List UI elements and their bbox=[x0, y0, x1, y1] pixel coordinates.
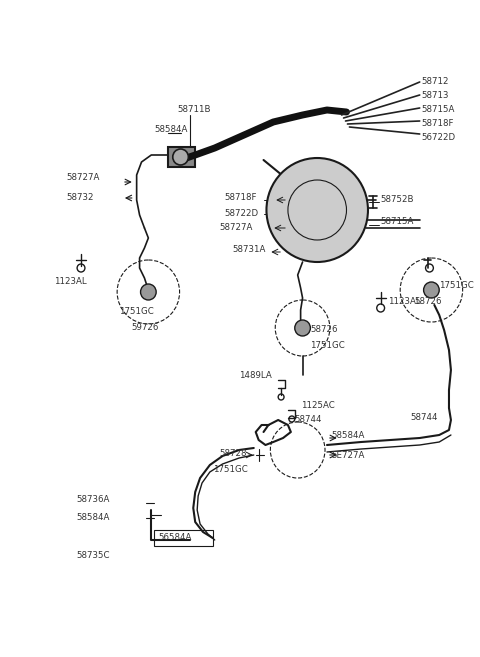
Text: 56584A: 56584A bbox=[158, 533, 192, 543]
Text: 1489LA: 1489LA bbox=[239, 371, 272, 380]
Text: 58711B: 58711B bbox=[178, 106, 211, 114]
Text: 58715A: 58715A bbox=[381, 217, 414, 227]
Text: 1751GC: 1751GC bbox=[119, 307, 154, 317]
Text: 58718F: 58718F bbox=[421, 120, 454, 129]
Text: 58712: 58712 bbox=[421, 78, 449, 87]
Circle shape bbox=[295, 320, 311, 336]
Text: 58584A: 58584A bbox=[76, 514, 109, 522]
Text: 58584A: 58584A bbox=[154, 125, 188, 135]
Text: 58715A: 58715A bbox=[421, 106, 455, 114]
FancyBboxPatch shape bbox=[168, 147, 195, 167]
Text: 58722D: 58722D bbox=[225, 210, 259, 219]
Text: 1123AL: 1123AL bbox=[388, 298, 421, 307]
Circle shape bbox=[266, 158, 368, 262]
Text: 58732: 58732 bbox=[66, 194, 94, 202]
Text: 59726: 59726 bbox=[132, 323, 159, 332]
Text: 5E727A: 5E727A bbox=[332, 451, 365, 459]
Circle shape bbox=[424, 282, 439, 298]
Text: 58726: 58726 bbox=[415, 298, 442, 307]
Text: 58727A: 58727A bbox=[220, 223, 253, 233]
Text: 58584A: 58584A bbox=[332, 430, 365, 440]
Text: 58727A: 58727A bbox=[66, 173, 100, 183]
Text: 58744: 58744 bbox=[295, 415, 322, 424]
Circle shape bbox=[173, 149, 188, 165]
Text: 58726: 58726 bbox=[311, 325, 338, 334]
Text: 58735C: 58735C bbox=[76, 551, 109, 560]
Circle shape bbox=[141, 284, 156, 300]
Text: 1123AL: 1123AL bbox=[54, 277, 86, 286]
Text: 58731A: 58731A bbox=[232, 246, 265, 254]
Text: 1751GC: 1751GC bbox=[439, 281, 474, 290]
Text: 56722D: 56722D bbox=[421, 133, 456, 143]
Text: 1751GC: 1751GC bbox=[213, 466, 248, 474]
Text: 58718F: 58718F bbox=[225, 194, 257, 202]
Text: 1751GC: 1751GC bbox=[311, 340, 345, 350]
Text: 58736A: 58736A bbox=[76, 495, 109, 505]
Text: 58728: 58728 bbox=[220, 449, 247, 457]
Text: 58713: 58713 bbox=[421, 91, 449, 101]
Text: 58744: 58744 bbox=[410, 413, 437, 422]
Text: 1125AC: 1125AC bbox=[300, 401, 335, 409]
Text: 58752B: 58752B bbox=[381, 196, 414, 204]
